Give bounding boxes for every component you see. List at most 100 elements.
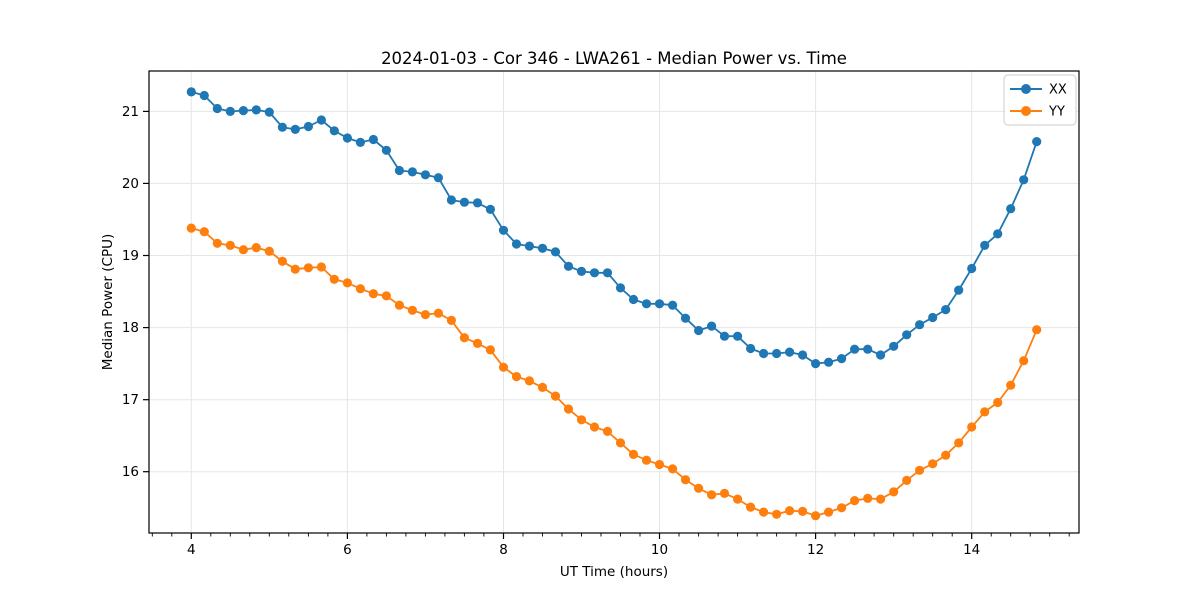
series-xx-markers <box>186 87 1042 369</box>
series-xx-data-point <box>342 133 352 143</box>
series-xx-data-point <box>967 263 977 274</box>
series-yy-data-point <box>889 487 899 497</box>
series-yy-data-point <box>342 278 352 288</box>
series-yy-data-point <box>1032 325 1042 335</box>
series-yy-data-point <box>993 397 1003 408</box>
series-xx-data-point <box>537 243 548 253</box>
series-yy-data-point <box>850 496 860 506</box>
series-xx-data-point <box>381 145 391 155</box>
series-xx-data-point <box>915 320 925 330</box>
y-tick-label: 19 <box>122 248 139 264</box>
series-yy-data-point <box>824 507 834 517</box>
series-yy-data-point <box>1006 380 1016 390</box>
y-tick-label: 21 <box>122 104 139 120</box>
y-tick-label: 17 <box>122 392 139 408</box>
series-xx-data-point <box>576 266 587 276</box>
series-yy-data-point <box>759 507 769 517</box>
series-xx-data-point <box>889 341 899 351</box>
series-yy-data-point <box>902 475 912 485</box>
series-xx-data-point <box>186 87 196 97</box>
y-tick-label: 18 <box>122 320 139 336</box>
series-xx-data-point <box>876 350 886 360</box>
series-xx-data-point <box>459 197 469 207</box>
series-yy-markers <box>186 223 1042 521</box>
series-yy-data-point <box>654 459 665 470</box>
series-xx-data-point <box>811 359 821 369</box>
series-xx-data-point <box>433 173 443 183</box>
series-xx-data-point <box>694 325 704 336</box>
series-xx-data-point <box>225 106 235 116</box>
series-xx-data-point <box>264 107 274 117</box>
series-xx-data-point <box>772 348 782 359</box>
y-tick-label: 16 <box>122 464 139 480</box>
series-xx-data-point <box>420 170 430 180</box>
series-yy-data-point <box>719 488 730 498</box>
axes-frame <box>148 70 1080 534</box>
series-yy-data-point <box>954 438 964 448</box>
series-yy-data-point <box>876 494 886 504</box>
series-xx-data-point <box>238 106 248 116</box>
series-xx-data-point <box>785 347 795 357</box>
series-yy-data-point <box>446 315 456 325</box>
series-yy-data-point <box>798 506 808 516</box>
series-xx-data-point <box>290 124 300 134</box>
series-xx-data-point <box>941 305 951 315</box>
series-xx-data-point <box>316 115 326 125</box>
series-yy-data-point <box>407 305 417 315</box>
series-yy-data-point <box>264 246 274 256</box>
series-yy-data-point <box>290 264 300 274</box>
series-yy-data-point <box>863 493 873 503</box>
series-yy-data-point <box>772 509 782 519</box>
x-tick-label: 6 <box>343 542 352 558</box>
series-yy-data-point <box>251 243 261 253</box>
series-yy-data-point <box>733 494 743 504</box>
series-xx-data-point <box>368 134 378 145</box>
x-tick-label: 12 <box>807 542 824 558</box>
series-xx-data-point <box>602 268 613 278</box>
series-xx-data-point <box>954 285 964 295</box>
legend: XX YY <box>1003 74 1077 126</box>
series-yy-data-point <box>277 256 287 266</box>
series-xx-data-point <box>980 240 990 250</box>
series-xx-data-point <box>641 299 652 309</box>
series-xx-data-point <box>485 204 495 214</box>
series-yy-data-point <box>694 483 704 493</box>
series-xx-data-point <box>472 198 483 208</box>
series-xx-data-point <box>680 313 691 323</box>
series-yy-data-point <box>459 333 469 343</box>
series-xx-data-point <box>550 247 561 257</box>
series-xx-data-point <box>615 283 626 293</box>
series-yy-data-point <box>524 376 535 386</box>
series-yy-data-point <box>238 245 248 255</box>
series-yy-data-point <box>576 415 587 425</box>
legend-label: YY <box>1048 105 1065 120</box>
series-yy-data-point <box>746 502 756 512</box>
series-xx-data-point <box>928 312 938 323</box>
series-yy-data-point <box>668 464 678 474</box>
series-xx-data-point <box>628 294 639 305</box>
series-xx-data-point <box>863 344 873 354</box>
series-yy-data-point <box>941 450 951 460</box>
series-yy-data-point <box>550 391 561 401</box>
series-yy-data-point <box>394 300 404 310</box>
series-yy-data-point <box>1019 356 1029 366</box>
series-yy-data-point <box>785 506 795 516</box>
x-tick-label: 4 <box>187 542 196 558</box>
series-yy-data-point <box>589 422 600 432</box>
series-xx-data-point <box>668 300 678 310</box>
series-yy-data-point <box>928 459 938 469</box>
series-yy-data-point <box>602 426 613 436</box>
series-xx-data-point <box>524 241 535 251</box>
x-tick-label: 10 <box>651 542 668 558</box>
series-xx-data-point <box>837 354 847 364</box>
legend-sample-marker <box>1021 84 1031 94</box>
series-yy-data-point <box>628 449 639 459</box>
series-xx-data-point <box>329 126 339 136</box>
x-tick-label: 8 <box>499 542 508 558</box>
series-yy-data-point <box>680 475 691 485</box>
series-yy-line <box>191 227 1038 517</box>
series-yy-data-point <box>186 223 196 233</box>
series-yy-data-point <box>316 262 326 272</box>
